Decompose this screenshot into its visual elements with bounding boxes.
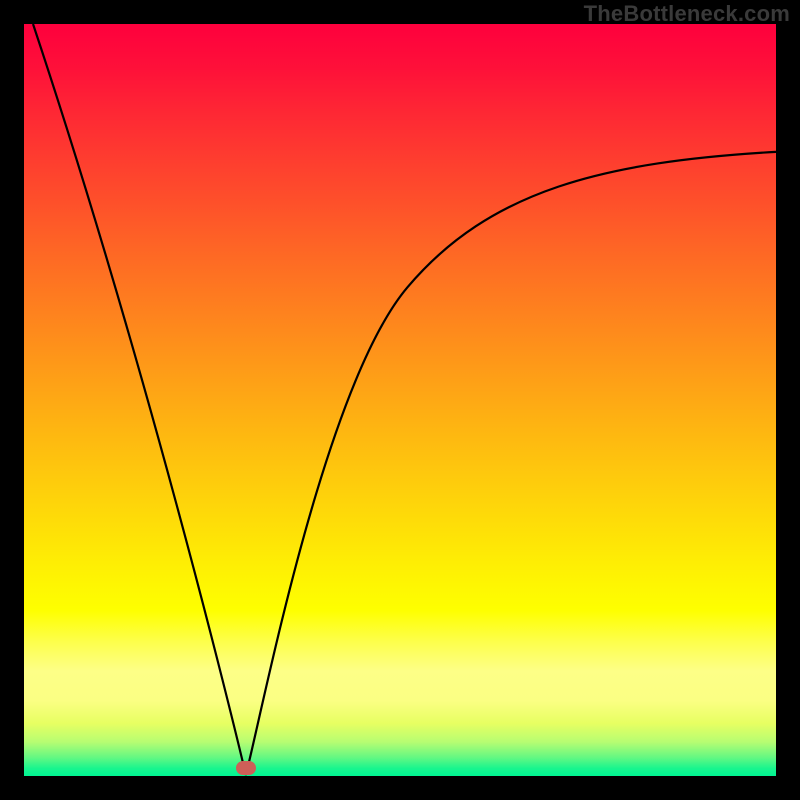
- bottleneck-curve: [24, 24, 776, 776]
- plot-area: [24, 24, 776, 776]
- valley-marker: [236, 761, 256, 775]
- chart-frame: TheBottleneck.com: [0, 0, 800, 800]
